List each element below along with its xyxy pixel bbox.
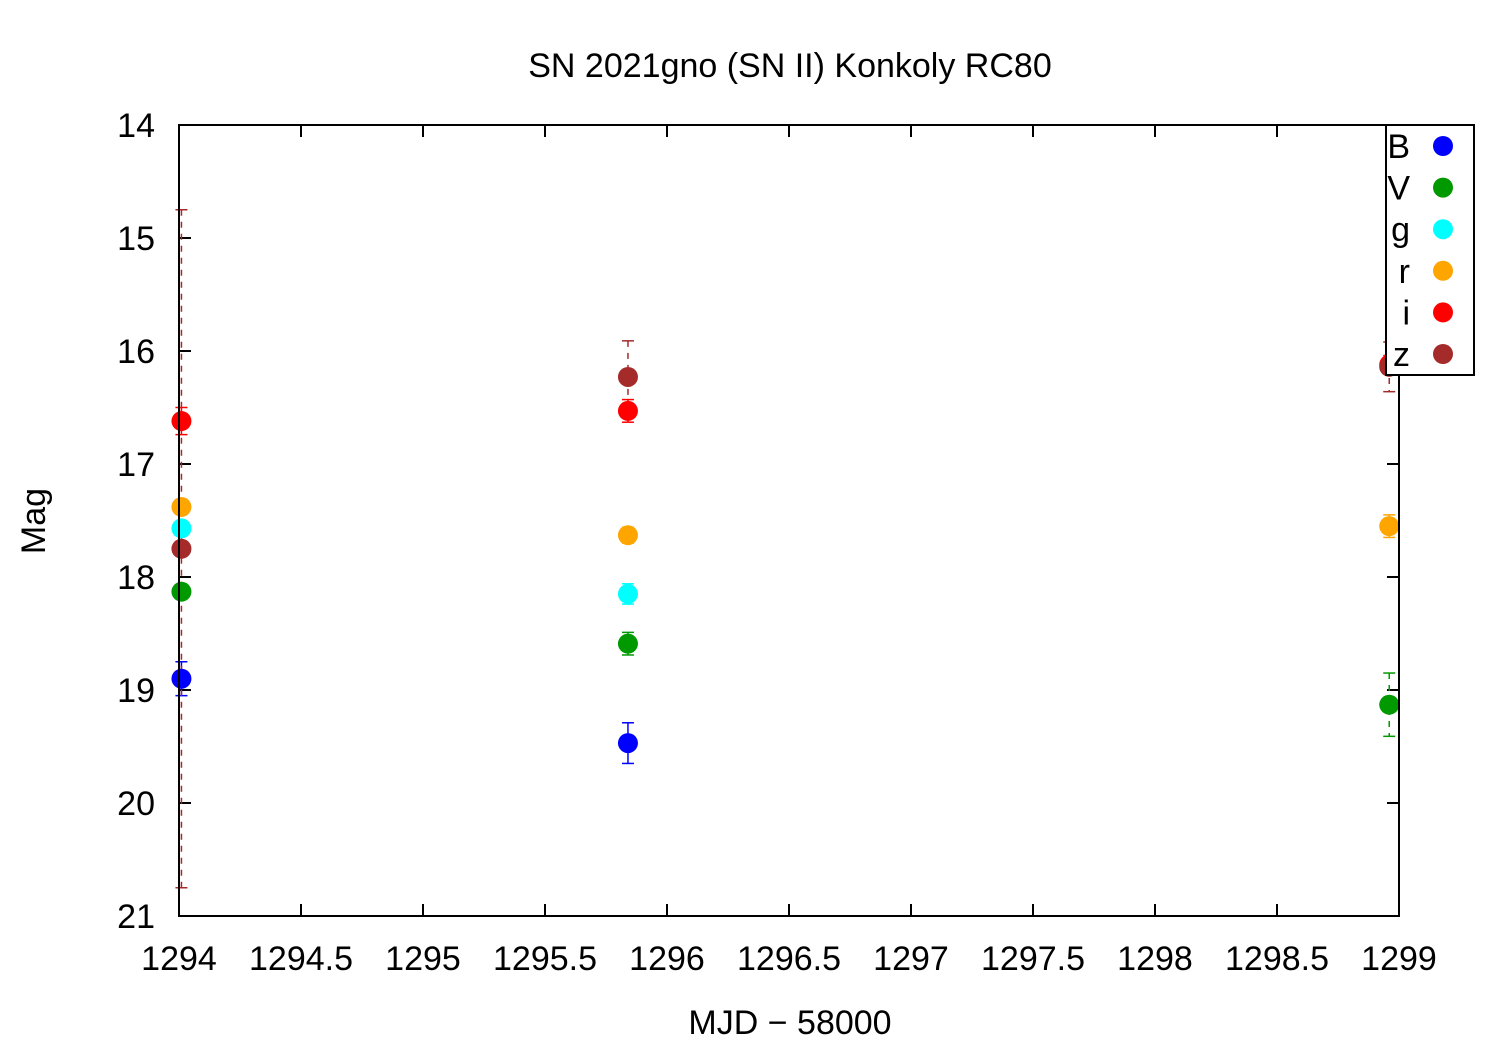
legend-label-z: z bbox=[1393, 336, 1410, 374]
point-B bbox=[171, 668, 192, 689]
legend-label-V: V bbox=[1387, 170, 1410, 208]
x-tick-label: 1295 bbox=[385, 940, 461, 978]
y-tick-label: 20 bbox=[117, 785, 155, 823]
point-V bbox=[171, 581, 192, 602]
point-r bbox=[1379, 516, 1400, 537]
y-tick-label: 14 bbox=[117, 107, 155, 145]
legend-marker-z bbox=[1433, 344, 1453, 364]
legend-marker-r bbox=[1433, 260, 1453, 281]
point-i bbox=[171, 411, 192, 432]
legend-marker-V bbox=[1433, 177, 1453, 198]
legend-label-r: r bbox=[1399, 253, 1410, 291]
y-tick-label: 21 bbox=[117, 898, 155, 936]
x-tick-label: 1298.5 bbox=[1225, 940, 1329, 978]
legend-label-i: i bbox=[1402, 294, 1410, 332]
axis-ticks: 1294 1294.5 1295 1295.5 1296 1296.5 1297 1297.5… bbox=[117, 107, 1437, 978]
x-tick-label: 1297.5 bbox=[981, 940, 1085, 978]
y-axis-title: Mag bbox=[15, 488, 53, 554]
y-tick-label: 19 bbox=[117, 672, 155, 710]
legend-box bbox=[1385, 124, 1475, 376]
x-tick-label: 1294.5 bbox=[249, 940, 353, 978]
point-z bbox=[171, 538, 192, 559]
x-tick-label: 1295.5 bbox=[493, 940, 597, 978]
x-tick-label: 1294 bbox=[141, 940, 217, 978]
data-points bbox=[171, 354, 1400, 754]
legend-label-g: g bbox=[1391, 211, 1410, 249]
x-tick-label: 1297 bbox=[873, 940, 949, 978]
plot-frame bbox=[178, 124, 1400, 917]
error-bars bbox=[175, 209, 1396, 889]
point-V bbox=[617, 633, 638, 654]
point-z bbox=[617, 366, 638, 387]
x-tick-label: 1299 bbox=[1361, 940, 1437, 978]
point-r bbox=[171, 496, 192, 517]
x-tick-label: 1296.5 bbox=[737, 940, 841, 978]
legend-marker-g bbox=[1433, 219, 1453, 240]
y-tick-label: 16 bbox=[117, 333, 155, 371]
point-g bbox=[617, 583, 638, 604]
x-tick-label: 1298 bbox=[1117, 940, 1193, 978]
point-r bbox=[617, 525, 638, 546]
legend-label-B: B bbox=[1387, 128, 1410, 166]
chart-title: SN 2021gno (SN II) Konkoly RC80 bbox=[528, 47, 1051, 85]
x-axis-title: MJD − 58000 bbox=[688, 1004, 891, 1042]
legend-marker-B bbox=[1433, 136, 1453, 156]
x-tick-label: 1296 bbox=[629, 940, 705, 978]
point-g bbox=[171, 518, 192, 539]
legend-marker-i bbox=[1433, 302, 1453, 323]
point-V bbox=[1379, 694, 1400, 715]
point-B bbox=[617, 733, 638, 754]
y-tick-label: 17 bbox=[117, 446, 155, 484]
point-i bbox=[617, 400, 638, 421]
y-tick-label: 15 bbox=[117, 220, 155, 258]
y-tick-label: 18 bbox=[117, 559, 155, 597]
